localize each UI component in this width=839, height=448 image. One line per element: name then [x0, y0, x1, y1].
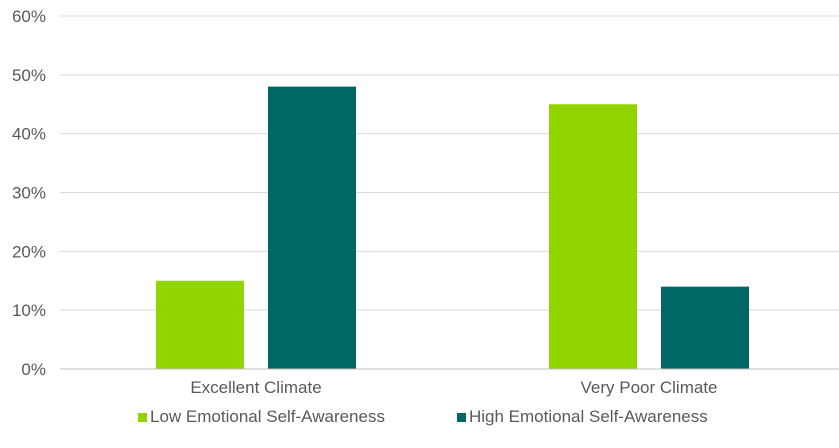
legend-label: Low Emotional Self-Awareness: [150, 407, 385, 426]
gridlines: [60, 15, 839, 311]
y-tick-label: 0%: [21, 360, 46, 379]
bar-high-excellent-climate: [268, 86, 356, 369]
legend-swatch: [457, 413, 466, 422]
y-tick-label: 30%: [12, 184, 46, 203]
legend: Low Emotional Self-Awareness High Emotion…: [138, 407, 708, 426]
y-tick-label: 40%: [12, 125, 46, 144]
x-category-label: Excellent Climate: [190, 378, 321, 397]
bar-low-very-poor-climate: [549, 104, 637, 369]
bar-low-excellent-climate: [156, 280, 244, 369]
y-tick-label: 50%: [12, 66, 46, 85]
y-axis: 0% 10% 20% 30% 40% 50% 60%: [12, 7, 46, 379]
x-axis: Excellent Climate Very Poor Climate: [60, 368, 839, 397]
x-category-label: Very Poor Climate: [581, 378, 718, 397]
y-tick-label: 60%: [12, 7, 46, 26]
y-tick-label: 20%: [12, 242, 46, 261]
legend-swatch: [138, 413, 147, 422]
legend-label: High Emotional Self-Awareness: [469, 407, 708, 426]
y-tick-label: 10%: [12, 301, 46, 320]
bar-high-very-poor-climate: [661, 286, 749, 369]
bars: [156, 86, 749, 369]
